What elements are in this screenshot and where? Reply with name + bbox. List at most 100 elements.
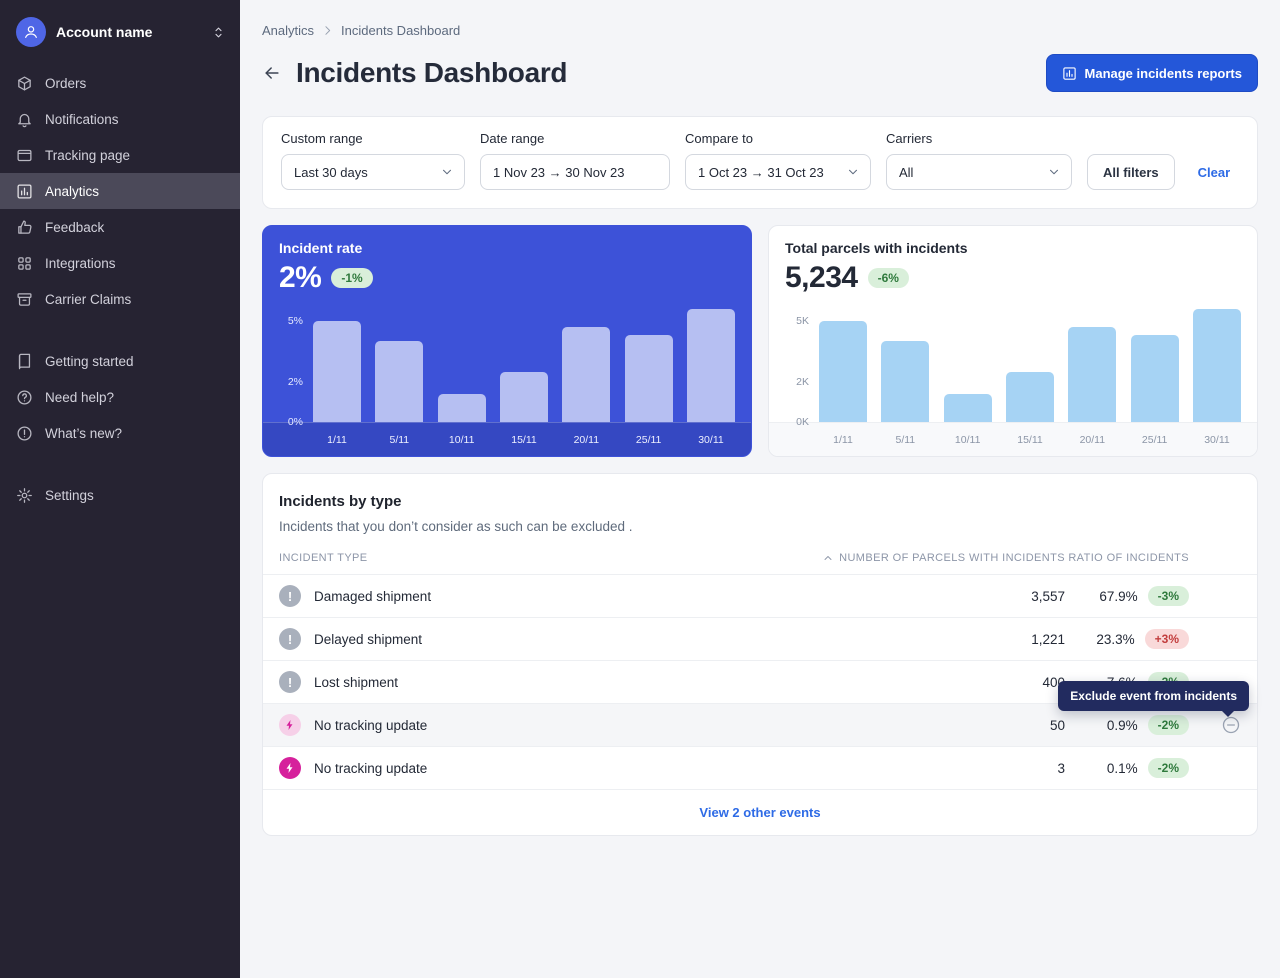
incident-type-cell: ! Damaged shipment — [279, 585, 765, 607]
bolt-icon — [279, 714, 301, 736]
sidebar-item-getting-started[interactable]: Getting started — [0, 343, 240, 379]
sidebar-item-tracking-page[interactable]: Tracking page — [0, 137, 240, 173]
incidents-head: Incidents by type Incidents that you don… — [263, 493, 1257, 534]
breadcrumb: Analytics Incidents Dashboard — [262, 0, 1258, 38]
custom-range-select[interactable]: Last 30 days — [281, 154, 465, 190]
total-parcels-bar-chart — [819, 305, 1241, 422]
chevron-down-icon — [1047, 165, 1061, 179]
user-icon — [23, 24, 39, 40]
y-axis-label: 0% — [287, 416, 303, 428]
sidebar-item-label: Need help? — [45, 389, 115, 405]
sidebar-item-label: Carrier Claims — [45, 291, 132, 307]
incidents-title: Incidents by type — [279, 493, 402, 510]
sidebar-item-orders[interactable]: Orders — [0, 65, 240, 101]
bar-25/11 — [1130, 335, 1179, 422]
table-row[interactable]: No tracking update 3 0.1% -2% — [263, 746, 1257, 789]
sidebar-item-integrations[interactable]: Integrations — [0, 245, 240, 281]
y-axis-label: 5% — [287, 315, 303, 328]
incident-type-label: Damaged shipment — [314, 588, 432, 604]
chevron-right-icon — [321, 24, 334, 37]
x-axis-label: 25/11 — [1141, 433, 1168, 446]
x-axis-label: 20/11 — [573, 433, 600, 446]
parcels-count: 3 — [1057, 760, 1065, 776]
report-chart-icon — [1062, 66, 1077, 81]
breadcrumb-current: Incidents Dashboard — [341, 23, 461, 38]
incident-type-label: No tracking update — [314, 760, 428, 776]
incident-type-label: Delayed shipment — [314, 631, 423, 647]
bar-10/11 — [437, 393, 486, 422]
y-axis-label: 5K — [796, 315, 809, 328]
date-range-value: 1 Nov 23 → 30 Nov 23 — [493, 164, 625, 180]
x-axis-label: 30/11 — [1204, 433, 1230, 446]
bar-10/11 — [943, 393, 992, 422]
chart-title: Total parcels with incidents — [785, 240, 968, 256]
table-row[interactable]: ! Damaged shipment 3,557 67.9% -3% — [263, 574, 1257, 617]
integrations-icon — [16, 255, 33, 272]
carrier-claims-icon — [16, 291, 33, 308]
bar-20/11 — [562, 327, 611, 422]
manage-incidents-reports-button[interactable]: Manage incidents reports — [1045, 54, 1258, 92]
compare-to-group: Compare to 1 Oct 23 → 31 Oct 23 — [685, 131, 871, 190]
metric-value: 2% — [279, 261, 322, 294]
bar-30/11 — [1192, 309, 1241, 422]
incidents-by-type-card: Incidents by type Incidents that you don… — [262, 473, 1258, 836]
table-row[interactable]: ! Delayed shipment 1,221 23.3% +3% — [263, 617, 1257, 660]
bar-1/11 — [313, 321, 361, 422]
custom-range-group: Custom range Last 30 days — [281, 131, 465, 190]
y-axis: 5K 2K 0K — [785, 305, 819, 428]
exclude-event-button[interactable] — [1221, 715, 1241, 735]
y-axis: 5% 2% 0% — [279, 305, 313, 428]
chevron-down-icon — [440, 165, 454, 179]
total-parcels-card[interactable]: Total parcels with incidents 5,234 -6% 5… — [768, 225, 1258, 457]
incident-type-cell: No tracking update — [279, 714, 765, 736]
date-range-input[interactable]: 1 Nov 23 → 30 Nov 23 — [480, 154, 670, 190]
ratio-value: 67.9% — [1099, 588, 1138, 604]
sidebar-item-label: Getting started — [45, 353, 134, 369]
sidebar-item-analytics[interactable]: Analytics — [0, 173, 240, 209]
sidebar-item-feedback[interactable]: Feedback — [0, 209, 240, 245]
help-icon — [16, 389, 33, 406]
compare-to-value: 1 Oct 23 → 31 Oct 23 — [698, 164, 824, 180]
bar-15/11 — [499, 371, 548, 422]
incident-rate-card[interactable]: Incident rate 2% -1% 5% 2% 0% 1/11 5/11 10/1… — [262, 225, 752, 457]
column-header-parcels[interactable]: NUMBER OF PARCELS WITH INCIDENTS — [765, 552, 1065, 564]
all-filters-button[interactable]: All filters — [1087, 154, 1175, 190]
settings-nav: Settings — [0, 477, 240, 513]
account-switcher[interactable]: Account name — [0, 0, 240, 65]
carriers-select[interactable]: All — [886, 154, 1072, 190]
sidebar-item-settings[interactable]: Settings — [0, 477, 240, 513]
sidebar-item-carrier-claims[interactable]: Carrier Claims — [0, 281, 240, 317]
view-other-events-link[interactable]: View 2 other events — [699, 805, 821, 820]
compare-to-select[interactable]: 1 Oct 23 → 31 Oct 23 — [685, 154, 871, 190]
column-header-incident-type[interactable]: INCIDENT TYPE — [279, 552, 368, 564]
chart-body: 5% 2% 0% — [263, 295, 751, 428]
breadcrumb-analytics[interactable]: Analytics — [262, 23, 315, 38]
main-content: Analytics Incidents Dashboard Incidents … — [240, 0, 1280, 978]
x-axis-label: 25/11 — [635, 433, 662, 446]
x-axis-label: 20/11 — [1079, 433, 1106, 446]
column-header-ratio[interactable]: RATIO OF INCIDENTS — [1068, 552, 1189, 564]
sidebar-item-notifications[interactable]: Notifications — [0, 101, 240, 137]
delta-badge: -2% — [1147, 758, 1189, 778]
settings-icon — [16, 487, 33, 504]
whats-new-icon — [16, 425, 33, 442]
delta-badge: -3% — [1147, 586, 1189, 606]
x-axis-label: 5/11 — [895, 433, 916, 446]
ratio-value: 0.1% — [1106, 760, 1138, 776]
incident-type-label: Lost shipment — [314, 674, 399, 690]
date-range-group: Date range 1 Nov 23 → 30 Nov 23 — [480, 131, 670, 190]
sidebar-item-label: Notifications — [45, 111, 119, 127]
sidebar-item-need-help[interactable]: Need help? — [0, 379, 240, 415]
table-row[interactable]: Exclude event from incidents No tracking … — [263, 681, 1257, 746]
x-axis-label: 10/11 — [448, 433, 475, 446]
row-actions — [1197, 715, 1241, 735]
back-button[interactable] — [262, 63, 282, 83]
chart-body: 5K 2K 0K — [769, 295, 1257, 428]
x-axis-label: 1/11 — [833, 433, 853, 446]
sidebar-item-label: What’s new? — [45, 425, 123, 441]
clear-filters-button[interactable]: Clear — [1197, 164, 1231, 180]
sidebar-item-what-s-new[interactable]: What’s new? — [0, 415, 240, 451]
y-axis-label: 2% — [287, 375, 303, 388]
sidebar-item-label: Tracking page — [45, 147, 131, 163]
carriers-value: All — [899, 164, 914, 180]
